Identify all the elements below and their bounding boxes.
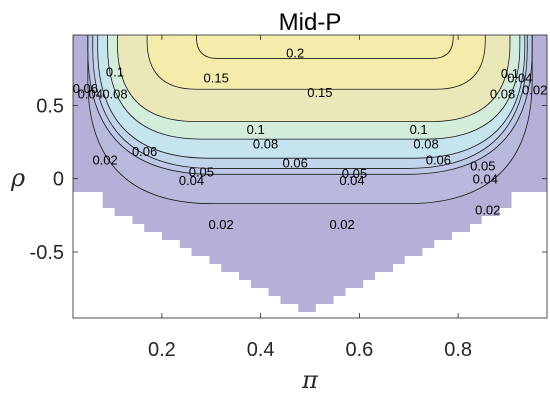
contour-line-0.1	[117, 35, 511, 122]
contour-label: 0.06	[283, 156, 308, 171]
contour-label: 0.04	[179, 173, 204, 188]
y-axis-label: ρ	[10, 164, 25, 192]
contour-label: 0.04	[78, 87, 103, 102]
y-tick-label: 0	[53, 169, 64, 191]
contour-label: 0.1	[410, 122, 428, 137]
contour-band-0.2	[196, 35, 454, 59]
contour-line-0.05	[92, 35, 528, 169]
contour-label: 0.1	[247, 122, 265, 137]
contour-line-0.04	[87, 35, 533, 175]
contour-label: 0.08	[253, 137, 278, 152]
contour-label: 0.02	[475, 202, 500, 217]
contour-label: 0.15	[204, 71, 229, 86]
contour-label: 0.1	[501, 66, 519, 81]
contour-label: 0.15	[307, 85, 332, 100]
contour-label: 0.02	[522, 82, 547, 97]
contour-labels: 0.20.150.150.10.10.10.10.080.080.080.080…	[73, 46, 548, 233]
contour-label: 0.08	[413, 137, 438, 152]
contour-label: 0.05	[470, 159, 495, 174]
axes: 0.2 0.4 0.6 0.8 0.5 0 -0.5	[30, 34, 548, 361]
contour-label: 0.02	[329, 217, 354, 232]
contour-label: 0.02	[92, 153, 117, 168]
contour-label: 0.06	[132, 144, 157, 159]
contour-lines	[87, 35, 533, 205]
contour-label: 0.05	[342, 166, 367, 181]
contour-label: 0.04	[473, 172, 498, 187]
y-tick-label: 0.5	[36, 95, 64, 117]
x-tick-label: 0.8	[444, 339, 472, 361]
y-tick-label: -0.5	[30, 242, 64, 264]
x-tick-label: 0.4	[247, 339, 275, 361]
contour-label: 0.1	[106, 65, 124, 80]
contour-label: 0.08	[490, 87, 515, 102]
contour-line-0.2	[196, 35, 454, 59]
contour-label: 0.06	[426, 153, 451, 168]
x-tick-label: 0.2	[148, 339, 176, 361]
contour-line-0.08	[107, 35, 521, 140]
x-tick-label: 0.6	[345, 339, 373, 361]
contour-line-0.06	[97, 35, 526, 159]
chart-title: Mid-P	[279, 9, 342, 36]
contour-label: 0.08	[102, 87, 127, 102]
contour-label: 0.02	[208, 217, 233, 232]
axes-box	[72, 34, 548, 319]
contour-label: 0.04	[339, 173, 364, 188]
contour-label: 0.04	[507, 71, 532, 86]
x-axis-label: π	[301, 366, 319, 394]
contour-label: 0.2	[286, 46, 304, 61]
contour-label: 0.05	[189, 164, 214, 179]
contour-label: 0.06	[73, 81, 98, 96]
contour-line-0.02	[87, 35, 533, 205]
contour-line-0.15	[146, 35, 486, 90]
